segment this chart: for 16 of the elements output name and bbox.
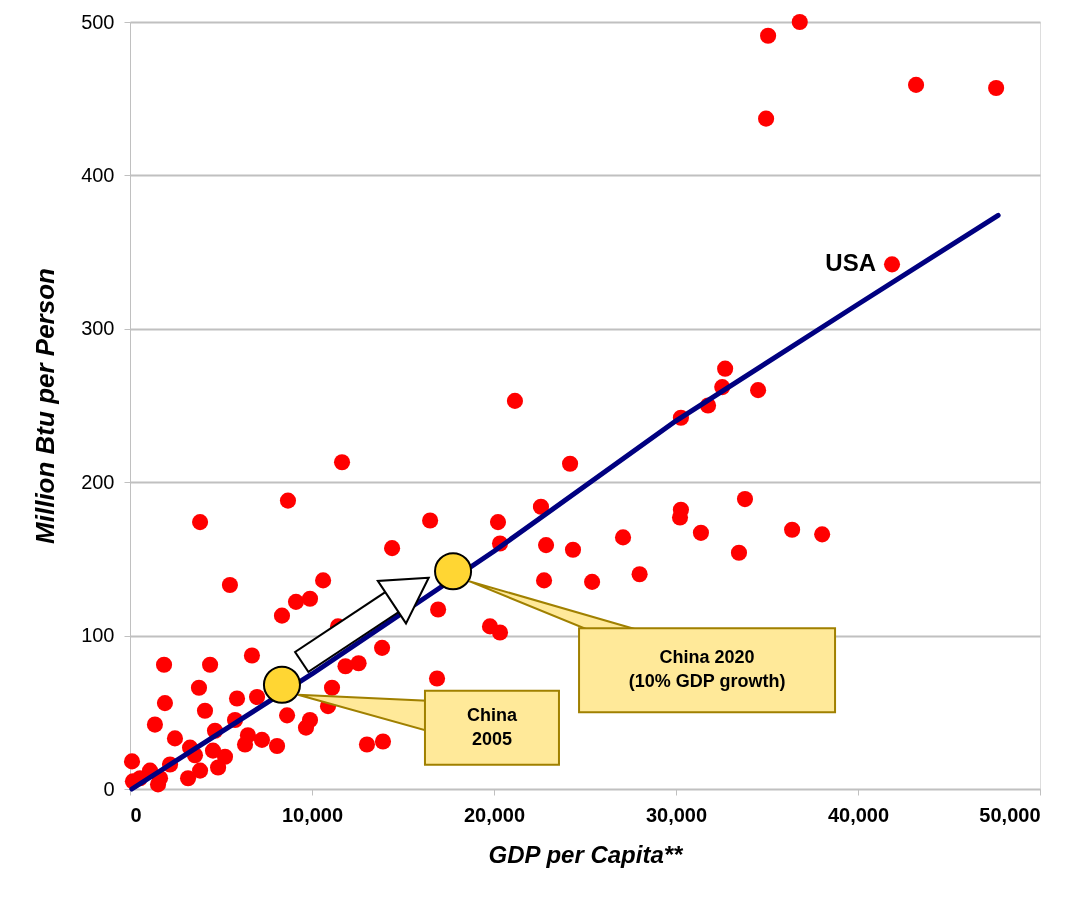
- x-tick-label: 40,000: [827, 803, 890, 826]
- annotation: China 2020 (10% GDP growth): [628, 647, 786, 692]
- y-tick-label: 300: [81, 317, 115, 340]
- y-tick-label: 500: [81, 10, 115, 33]
- x-tick-label: 20,000: [463, 803, 526, 826]
- x-tick-label: 50,000: [979, 803, 1041, 826]
- y-tick-label: 400: [81, 163, 115, 186]
- y-axis-title: Million Btu per Person: [30, 268, 61, 544]
- y-tick-label: 0: [103, 777, 115, 800]
- annotation: USA: [825, 249, 877, 277]
- x-tick-label: 0: [130, 803, 142, 826]
- x-tick-label: 10,000: [281, 803, 344, 826]
- y-tick-label: 100: [81, 624, 115, 647]
- x-tick-label: 30,000: [645, 803, 708, 826]
- x-axis-title: GDP per Capita**: [488, 840, 685, 868]
- y-tick-label: 200: [81, 470, 115, 493]
